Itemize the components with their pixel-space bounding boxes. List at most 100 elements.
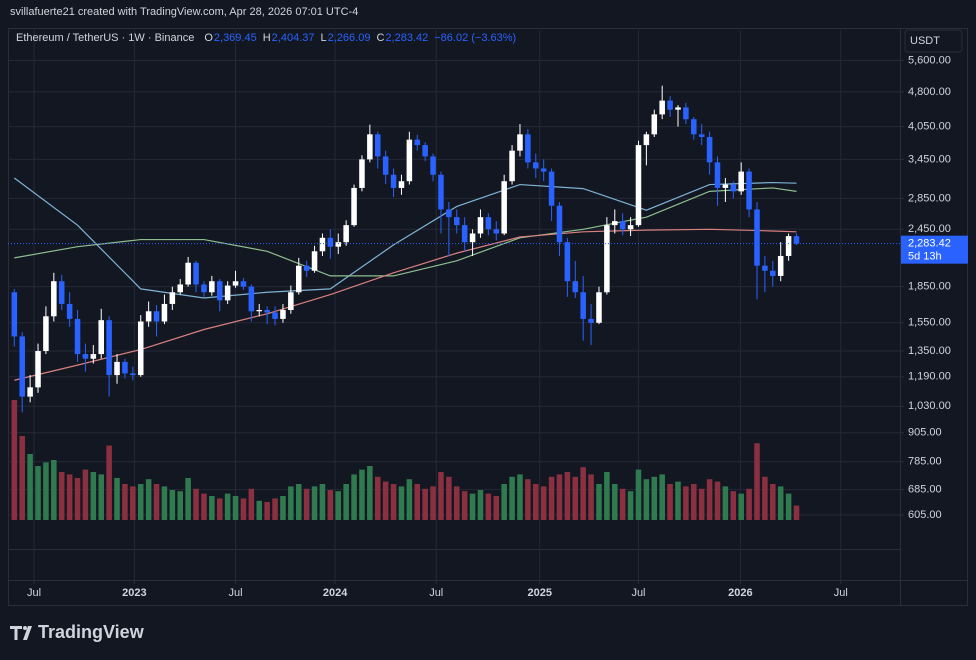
volume-bar <box>414 484 421 520</box>
candle-body <box>738 171 744 192</box>
volume-bar <box>762 476 768 520</box>
candle-body <box>256 310 263 312</box>
volume-bar <box>501 484 507 520</box>
volume-bar <box>43 462 49 520</box>
candle-body <box>643 134 650 146</box>
candle-body <box>722 184 729 188</box>
candle-body <box>564 242 571 282</box>
price-label: 2,283.42 <box>908 238 951 250</box>
volume-bar <box>770 484 776 520</box>
candle-body <box>161 303 168 322</box>
candle-body <box>169 292 176 304</box>
volume-bar <box>216 498 223 520</box>
volume-bar <box>454 486 460 520</box>
volume-bar <box>596 484 602 520</box>
volume-bar <box>469 493 476 520</box>
candle-body <box>288 292 294 311</box>
candle-body <box>264 310 270 313</box>
volume-bar <box>201 493 207 520</box>
candle-body <box>35 351 41 388</box>
x-tick-label: Jul <box>429 587 443 599</box>
volume-bar <box>264 502 270 520</box>
volume-bar <box>588 474 594 520</box>
x-tick-label: 2024 <box>323 587 348 599</box>
volume-bar <box>66 474 73 520</box>
x-tick-label: Jul <box>834 587 848 599</box>
logo-icon <box>23 626 32 640</box>
candle-body <box>777 255 784 276</box>
volume-bar <box>564 472 571 520</box>
volume-bar <box>382 481 389 520</box>
candle-body <box>295 265 302 293</box>
candle-body <box>335 242 342 247</box>
volume-bar <box>627 491 634 520</box>
volume-bar <box>390 484 397 520</box>
volume-bar <box>517 474 523 520</box>
candle-body <box>754 209 760 266</box>
volume-bar <box>714 481 721 520</box>
y-tick-label: 685.00 <box>908 483 942 495</box>
volume-bar <box>145 479 152 520</box>
ohlc-value: 2,369.45 <box>214 32 257 44</box>
credit: svillafuerte21 created with TradingView.… <box>10 6 358 18</box>
candle-body <box>185 262 191 285</box>
volume-bar <box>90 472 97 520</box>
candle-body <box>414 139 421 146</box>
candle-body <box>501 181 507 234</box>
y-tick-label: 4,800.00 <box>908 86 951 98</box>
candle-body <box>461 225 468 243</box>
moving-average <box>14 187 797 277</box>
currency[interactable]: USDT <box>910 35 940 47</box>
volume-bar <box>754 443 760 520</box>
candle-body <box>619 221 626 230</box>
candle-body <box>730 184 737 192</box>
volume-bar <box>82 469 89 520</box>
candle-body <box>706 136 713 163</box>
candle-body <box>627 225 634 230</box>
y-tick-label: 1,030.00 <box>908 400 951 412</box>
y-tick-label: 1,190.00 <box>908 371 951 383</box>
candle-body <box>311 251 318 271</box>
candle-body <box>145 311 152 322</box>
candle-body <box>343 225 349 243</box>
volume-bar <box>51 460 57 520</box>
y-tick-label: 2,850.00 <box>908 192 951 204</box>
volume-bar <box>327 490 334 520</box>
candle-body <box>367 134 373 160</box>
candle-body <box>177 284 184 293</box>
currency-button[interactable] <box>904 29 963 53</box>
volume-bar <box>525 479 531 520</box>
volume-bar <box>351 474 357 520</box>
volume-bar <box>643 479 650 520</box>
volume-bar <box>691 484 697 520</box>
volume-bar <box>777 486 784 520</box>
volume-bar <box>288 486 294 520</box>
y-tick-label: 5,600.00 <box>908 54 951 66</box>
logo-icon <box>10 626 22 640</box>
volume-bar <box>359 469 365 520</box>
volume-bar <box>548 476 555 520</box>
candle-body <box>667 100 673 110</box>
volume-bar <box>319 484 326 520</box>
candle-body <box>793 236 800 244</box>
change: −86.02 (−3.63%) <box>434 32 516 44</box>
volume-bar <box>540 486 547 520</box>
candle-body <box>533 162 539 169</box>
candle-body <box>469 233 476 243</box>
candle-body <box>454 217 460 226</box>
y-tick-label: 1,350.00 <box>908 345 951 357</box>
volume-bar <box>398 486 405 520</box>
candle-body <box>232 281 239 286</box>
volume-bar <box>406 479 413 520</box>
candle-body <box>770 270 776 276</box>
volume-bar <box>493 496 500 520</box>
candle-body <box>406 139 413 182</box>
candle-body <box>106 320 112 376</box>
y-tick-label: 1,550.00 <box>908 317 951 329</box>
candle-body <box>596 292 602 323</box>
candle-body <box>785 236 792 256</box>
volume-bar <box>367 466 373 520</box>
candle-body <box>382 156 389 175</box>
candle-body <box>98 320 104 355</box>
candle-body <box>485 217 492 230</box>
